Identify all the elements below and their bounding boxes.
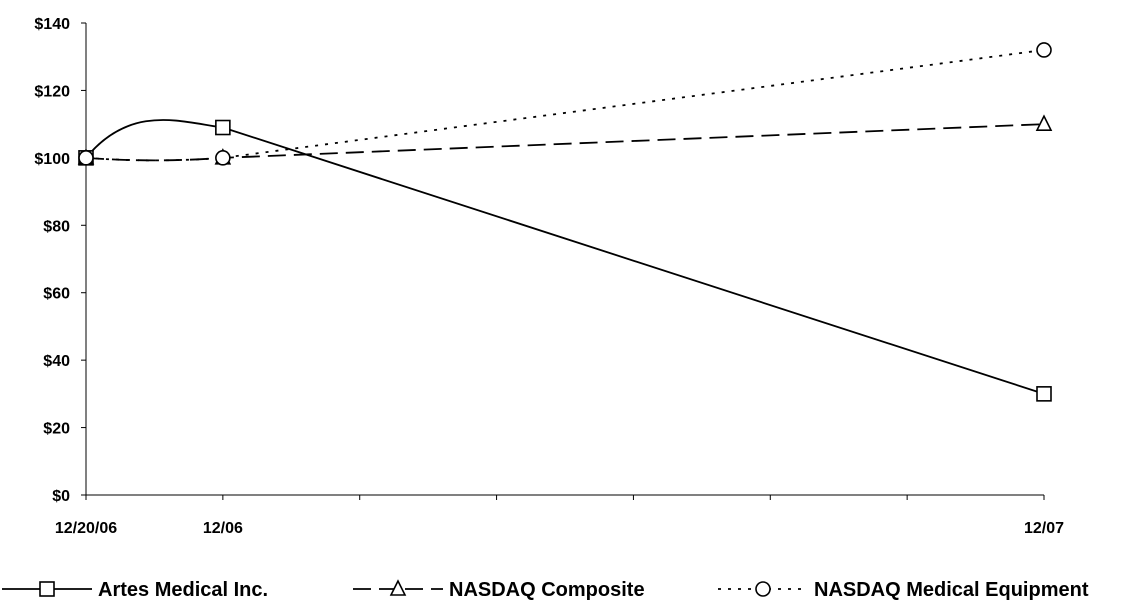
data-point-square xyxy=(1036,386,1052,402)
series-lines xyxy=(77,42,1053,402)
x-tick-label: 12/07 xyxy=(1024,520,1064,537)
data-point-circle xyxy=(215,150,231,166)
legend-label: Artes Medical Inc. xyxy=(98,579,268,601)
y-tick-label: $20 xyxy=(43,421,70,438)
y-tick-label: $100 xyxy=(34,151,70,168)
y-tick-label: $0 xyxy=(52,488,70,505)
legend-marker-triangle xyxy=(389,579,407,596)
legend: Artes Medical Inc. NASDAQ Composite NASDAQ… xyxy=(2,579,1089,601)
legend-marker-square xyxy=(39,581,55,597)
legend-label: NASDAQ Medical Equipment xyxy=(814,579,1089,601)
legend-marker-circle xyxy=(755,581,771,597)
axes xyxy=(85,23,1044,496)
data-point-square xyxy=(215,119,231,136)
legend-label: NASDAQ Composite xyxy=(449,579,645,601)
y-tick-label: $80 xyxy=(43,218,70,235)
data-point-circle xyxy=(1036,42,1052,58)
y-tick-label: $120 xyxy=(34,83,70,100)
y-tick-label: $60 xyxy=(43,286,70,303)
y-tick-label: $40 xyxy=(43,353,70,370)
x-axis-ticks: 12/20/06 12/06 12/07 xyxy=(55,495,1064,537)
x-tick-label: 12/20/06 xyxy=(55,520,117,537)
x-tick-label: 12/06 xyxy=(203,520,243,537)
y-tick-label: $140 xyxy=(34,16,70,33)
y-axis-ticks: $0 $20 $40 $60 $80 $100 $120 $140 xyxy=(34,16,86,505)
data-point-triangle xyxy=(1035,114,1053,131)
data-point-circle xyxy=(78,150,94,166)
